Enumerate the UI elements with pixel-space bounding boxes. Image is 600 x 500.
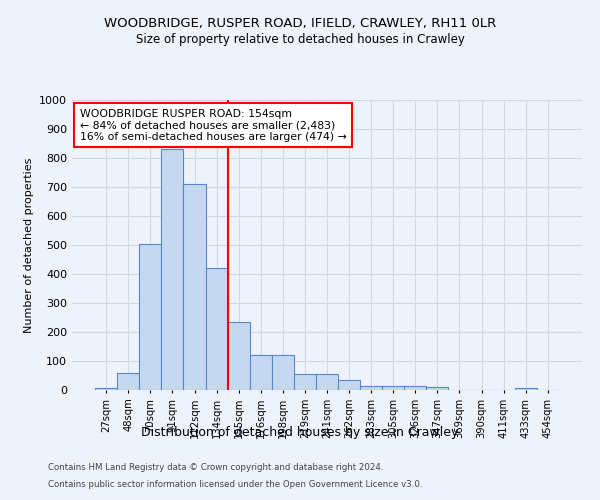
Bar: [184, 184, 206, 390]
Bar: [95, 388, 117, 390]
Y-axis label: Number of detached properties: Number of detached properties: [23, 158, 34, 332]
Bar: [404, 386, 427, 390]
Text: Size of property relative to detached houses in Crawley: Size of property relative to detached ho…: [136, 32, 464, 46]
Text: Contains HM Land Registry data © Crown copyright and database right 2024.: Contains HM Land Registry data © Crown c…: [48, 464, 383, 472]
Bar: [272, 355, 294, 390]
Bar: [382, 386, 404, 390]
Bar: [161, 150, 184, 390]
Bar: [250, 355, 272, 390]
Bar: [117, 372, 139, 390]
Bar: [427, 386, 448, 390]
Bar: [316, 374, 338, 390]
Text: Distribution of detached houses by size in Crawley: Distribution of detached houses by size …: [142, 426, 458, 439]
Bar: [338, 380, 360, 390]
Text: Contains public sector information licensed under the Open Government Licence v3: Contains public sector information licen…: [48, 480, 422, 489]
Bar: [206, 268, 227, 390]
Bar: [227, 322, 250, 390]
Text: WOODBRIDGE RUSPER ROAD: 154sqm
← 84% of detached houses are smaller (2,483)
16% : WOODBRIDGE RUSPER ROAD: 154sqm ← 84% of …: [80, 108, 346, 142]
Bar: [360, 386, 382, 390]
Bar: [294, 374, 316, 390]
Bar: [515, 388, 537, 390]
Bar: [139, 244, 161, 390]
Text: WOODBRIDGE, RUSPER ROAD, IFIELD, CRAWLEY, RH11 0LR: WOODBRIDGE, RUSPER ROAD, IFIELD, CRAWLEY…: [104, 18, 496, 30]
